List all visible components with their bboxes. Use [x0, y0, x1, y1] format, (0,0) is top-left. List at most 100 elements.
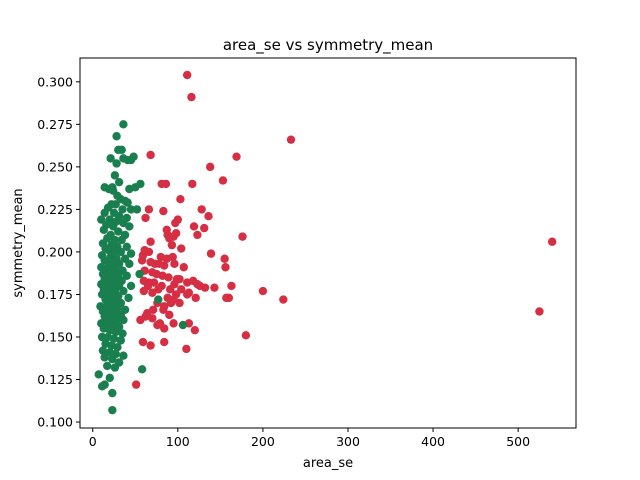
data-point	[232, 152, 241, 161]
x-tick-label: 300	[336, 434, 360, 449]
data-point	[159, 206, 168, 216]
y-tick-label: 0.150	[37, 329, 73, 344]
x-tick-label: 400	[421, 434, 445, 449]
data-point	[146, 150, 155, 160]
data-point	[241, 331, 251, 340]
data-point	[97, 215, 106, 224]
data-point	[125, 259, 134, 269]
data-point	[110, 363, 120, 372]
data-point	[188, 179, 197, 189]
data-point	[131, 183, 140, 192]
data-point	[191, 293, 200, 303]
data-point	[197, 205, 206, 214]
x-tick-label: 100	[166, 434, 190, 449]
data-point	[205, 162, 215, 172]
data-point	[111, 200, 120, 209]
data-point	[167, 240, 177, 250]
plot-frame	[79, 57, 577, 429]
data-point	[122, 271, 131, 280]
data-point	[153, 320, 162, 330]
data-point	[187, 92, 196, 102]
data-point	[122, 242, 131, 252]
data-point	[210, 283, 219, 292]
data-point	[165, 310, 174, 320]
data-point	[141, 213, 150, 223]
data-point	[97, 332, 107, 342]
data-point	[148, 288, 157, 297]
y-tick-label: 0.225	[37, 202, 73, 217]
data-point	[111, 327, 120, 337]
data-point	[119, 286, 128, 296]
data-point	[224, 293, 234, 303]
data-point	[160, 337, 169, 347]
data-point	[119, 315, 128, 325]
data-point	[206, 249, 216, 258]
data-point	[98, 346, 108, 355]
data-point	[126, 249, 136, 258]
data-point	[103, 361, 112, 371]
data-point	[227, 281, 236, 291]
x-tick-label: 500	[506, 434, 530, 449]
points-layer	[94, 70, 557, 415]
data-point	[137, 365, 147, 374]
data-point	[123, 198, 132, 207]
data-point	[176, 195, 185, 204]
data-point	[171, 218, 180, 228]
data-point	[126, 281, 136, 291]
data-point	[146, 341, 155, 350]
data-point	[177, 244, 186, 253]
data-point	[178, 320, 188, 330]
data-point	[160, 261, 169, 270]
chart-title: area_se vs symmetry_mean	[223, 36, 433, 55]
data-point	[146, 237, 155, 246]
data-point	[108, 354, 117, 364]
data-point	[100, 380, 109, 389]
data-point	[117, 235, 126, 245]
y-tick-label: 0.175	[37, 287, 73, 302]
x-axis: 0 100 200 300 400 500	[89, 428, 530, 449]
data-point	[113, 343, 122, 352]
data-point	[119, 351, 128, 360]
data-point	[179, 263, 188, 272]
data-point	[204, 212, 213, 221]
data-point	[148, 314, 157, 323]
data-point	[154, 295, 163, 304]
data-point	[112, 159, 121, 168]
data-point	[190, 325, 200, 335]
data-point	[114, 259, 124, 269]
data-point	[183, 290, 192, 299]
x-tick-label: 0	[89, 434, 97, 449]
y-axis: 0.100 0.125 0.150 0.175 0.200 0.225 0.250 0.275…	[37, 74, 80, 430]
data-point	[108, 222, 118, 231]
data-point	[100, 353, 109, 362]
data-point	[105, 373, 114, 383]
data-point	[547, 237, 557, 246]
data-point	[117, 145, 126, 155]
data-point	[160, 324, 169, 333]
data-point	[279, 295, 288, 304]
data-point	[108, 405, 117, 415]
data-point	[200, 283, 210, 292]
data-point	[108, 388, 117, 398]
data-point	[170, 259, 179, 269]
y-axis-label: symmetry_mean	[11, 188, 26, 297]
data-point	[221, 263, 230, 272]
data-point	[166, 298, 176, 308]
data-point	[286, 135, 296, 144]
data-point	[125, 222, 134, 231]
data-point	[135, 269, 144, 279]
data-point	[100, 208, 109, 217]
data-point	[94, 370, 103, 379]
data-point	[238, 232, 247, 241]
data-point	[218, 176, 228, 185]
data-point	[119, 120, 128, 129]
data-point	[177, 285, 186, 294]
data-point	[161, 179, 171, 189]
data-point	[165, 285, 175, 294]
data-point	[200, 223, 209, 233]
y-tick-label: 0.250	[37, 159, 73, 174]
data-point	[124, 293, 133, 303]
x-tick-label: 200	[251, 434, 275, 449]
data-point	[139, 286, 149, 296]
data-point	[136, 315, 145, 325]
